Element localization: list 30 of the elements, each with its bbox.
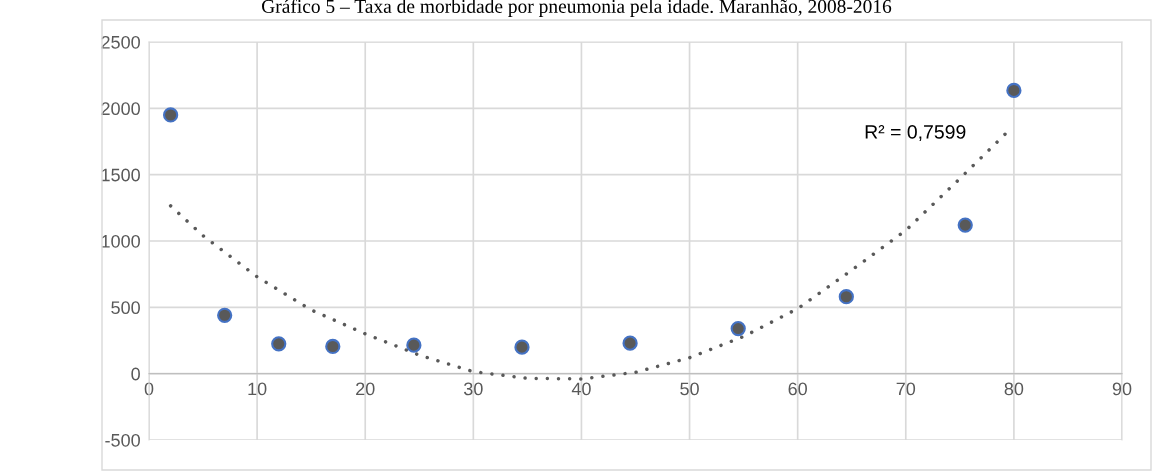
x-tick-label: 20 bbox=[356, 382, 375, 396]
point bbox=[162, 107, 179, 123]
chart-title: Gráfico 5 – Taxa de morbidade por pneumonia pela idade. Maranhão, 2008-2016 bbox=[262, 0, 892, 17]
point bbox=[271, 336, 287, 352]
x-tick-label: 70 bbox=[896, 382, 916, 396]
y-tick-label: 1000 bbox=[101, 234, 140, 248]
x-tick-label: 10 bbox=[248, 382, 267, 396]
point bbox=[622, 335, 638, 351]
y-tick-label: 2000 bbox=[101, 102, 140, 116]
point bbox=[838, 289, 854, 305]
x-tick-label: 30 bbox=[463, 382, 483, 396]
point bbox=[514, 339, 530, 355]
x-tick-label: 50 bbox=[680, 382, 699, 396]
point bbox=[325, 338, 341, 355]
y-tick-label: 1500 bbox=[101, 168, 140, 182]
point bbox=[957, 217, 973, 233]
y-tick-label: 500 bbox=[111, 301, 140, 315]
annotation: R² = 0,7599 bbox=[865, 124, 966, 142]
x-tick-label: 40 bbox=[571, 382, 591, 396]
x-tick-label: 0 bbox=[144, 382, 154, 396]
point bbox=[406, 337, 422, 353]
point bbox=[217, 307, 233, 323]
x-tick-label: 60 bbox=[788, 382, 807, 396]
point bbox=[1006, 82, 1022, 99]
y-tick-label: -500 bbox=[105, 433, 140, 447]
point bbox=[730, 320, 746, 337]
x-tick-label: 90 bbox=[1112, 382, 1132, 396]
y-tick-label: 2500 bbox=[101, 35, 140, 49]
y-tick-label: 0 bbox=[131, 367, 140, 381]
x-tick-label: 80 bbox=[1004, 382, 1024, 396]
